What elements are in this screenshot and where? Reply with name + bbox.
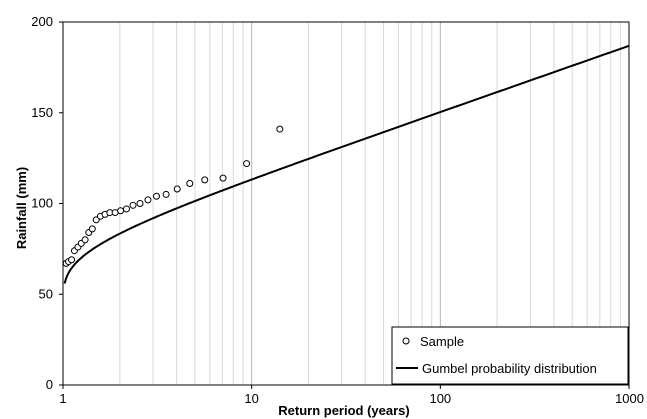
sample-point xyxy=(162,190,170,198)
y-tick-label: 0 xyxy=(46,377,53,392)
sample-point xyxy=(88,225,96,233)
y-tick-label: 50 xyxy=(39,286,53,301)
sample-point xyxy=(173,185,181,193)
legend-label-sample: Sample xyxy=(420,334,464,349)
x-axis-title: Return period (years) xyxy=(278,403,409,418)
gumbel-curve xyxy=(63,44,630,284)
sample-point xyxy=(144,196,152,204)
x-tick-label: 100 xyxy=(429,391,451,406)
sample-point xyxy=(122,205,130,213)
sample-point xyxy=(68,256,76,264)
sample-point xyxy=(276,125,284,133)
axes xyxy=(59,21,630,389)
y-tick-label: 150 xyxy=(31,105,53,120)
legend-label-gumbel: Gumbel probability distribution xyxy=(422,361,597,376)
y-tick-label: 100 xyxy=(31,196,53,211)
legend: Sample Gumbel probability distribution xyxy=(391,326,629,385)
sample-point xyxy=(129,201,137,209)
sample-point xyxy=(201,176,209,184)
sample-point xyxy=(136,200,144,207)
x-tick-label: 10 xyxy=(244,391,258,406)
x-tick-label: 1000 xyxy=(615,391,644,406)
tick-labels: 0 50 100 150 200 1 10 100 1000 xyxy=(31,14,644,406)
sample-point xyxy=(219,174,227,182)
sample-point xyxy=(186,180,194,188)
sample-point xyxy=(243,160,251,168)
sample-point xyxy=(117,207,125,215)
sample-point xyxy=(152,192,160,200)
sample-point xyxy=(81,236,89,244)
gumbel-curve-layer xyxy=(63,44,630,284)
y-tick-label: 200 xyxy=(31,14,53,29)
sample-points-layer xyxy=(62,125,284,267)
legend-marker-sample xyxy=(402,337,410,345)
legend-box xyxy=(391,326,629,385)
grid-lines xyxy=(119,22,621,385)
x-tick-label: 1 xyxy=(59,391,66,406)
y-axis-title: Rainfall (mm) xyxy=(14,167,29,249)
